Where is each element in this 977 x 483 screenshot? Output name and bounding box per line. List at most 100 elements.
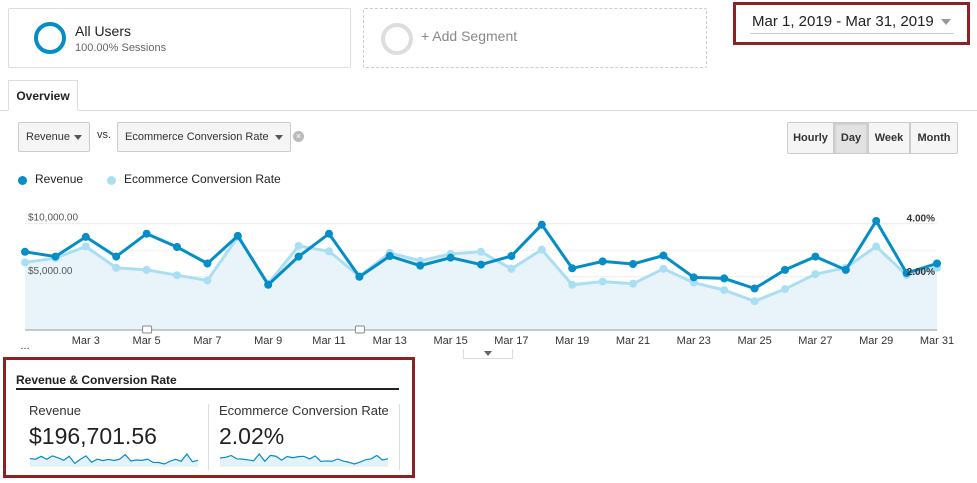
add-segment-button[interactable]: + Add Segment	[363, 8, 707, 68]
caret-down-icon	[941, 19, 951, 25]
conversion-point	[142, 265, 151, 274]
revenue-point	[446, 253, 455, 262]
conversion-point	[21, 258, 29, 267]
caret-down-icon	[484, 351, 492, 356]
revenue-point	[568, 264, 577, 273]
week-button[interactable]: Week	[868, 122, 910, 154]
legend-dot-conversion	[107, 176, 116, 185]
x-tick-label: ...	[20, 340, 29, 352]
revenue-point	[21, 247, 29, 256]
x-tick-label: Mar 23	[677, 335, 711, 347]
conversion-point	[750, 297, 759, 306]
y-left-tick-label: $10,000.00	[28, 213, 78, 224]
metric2-select[interactable]: Ecommerce Conversion Rate	[117, 122, 291, 152]
x-tick-label: Mar 3	[72, 335, 100, 347]
legend-revenue: Revenue	[35, 172, 84, 186]
metric1-select[interactable]: Revenue	[18, 122, 90, 152]
conversion-point	[203, 276, 212, 285]
revenue-point	[750, 284, 759, 293]
legend-conversion: Ecommerce Conversion Rate	[124, 172, 281, 186]
conversion-point	[781, 285, 789, 294]
revenue-point	[416, 261, 425, 270]
summary-highlight-box	[3, 357, 415, 478]
revenue-point	[203, 259, 212, 268]
conversion-point	[598, 277, 607, 286]
summary-revenue-label: Revenue	[29, 403, 82, 418]
conversion-point	[659, 264, 668, 273]
revenue-point	[537, 220, 546, 229]
metric2-label: Ecommerce Conversion Rate	[125, 131, 269, 143]
x-tick-label: Mar 27	[798, 335, 832, 347]
close-circle-icon[interactable]: ×	[293, 131, 304, 142]
conversion-point	[720, 286, 729, 295]
vs-label: vs.	[97, 129, 112, 141]
summary-divider	[208, 404, 209, 470]
caret-down-icon	[74, 135, 82, 140]
revenue-point	[659, 251, 668, 260]
x-tick-label: Mar 15	[433, 335, 467, 347]
revenue-point	[477, 260, 485, 269]
revenue-sparkline	[29, 452, 199, 467]
segment-all-users[interactable]: All Users 100.00% Sessions	[8, 8, 351, 68]
revenue-point	[781, 265, 789, 274]
hourly-button[interactable]: Hourly	[787, 122, 834, 154]
revenue-point	[173, 243, 181, 252]
x-tick-label: Mar 19	[555, 335, 589, 347]
date-range-picker[interactable]: Mar 1, 2019 - Mar 31, 2019	[733, 2, 970, 45]
revenue-point	[507, 252, 516, 261]
revenue-point	[233, 231, 242, 240]
date-range-text: Mar 1, 2019 - Mar 31, 2019	[752, 13, 934, 30]
conversion-point	[173, 271, 181, 280]
summary-right-border	[399, 404, 400, 470]
conversion-point	[477, 247, 485, 256]
revenue-point	[112, 252, 121, 261]
revenue-point	[264, 280, 273, 289]
revenue-point	[355, 272, 364, 281]
collapse-chart-toggle[interactable]	[463, 349, 513, 359]
segment-circle-icon	[34, 22, 66, 54]
conversion-sparkline	[219, 453, 389, 467]
annotation-marker-icon	[354, 325, 365, 334]
revenue-point	[629, 260, 637, 269]
x-tick-label: Mar 29	[859, 335, 893, 347]
x-tick-label: Mar 5	[133, 335, 161, 347]
tab-divider	[0, 110, 977, 111]
segment-subtitle: 100.00% Sessions	[75, 42, 167, 54]
day-button[interactable]: Day	[834, 122, 868, 154]
y-right-tick-label: 2.00%	[907, 267, 935, 278]
segment-name: All Users	[75, 23, 132, 39]
summary-conversion-value: 2.02%	[219, 423, 285, 449]
conversion-point	[568, 280, 577, 289]
tab-overview[interactable]: Overview	[8, 80, 78, 111]
x-tick-label: Mar 13	[373, 335, 407, 347]
conversion-point	[537, 245, 546, 254]
revenue-point	[811, 252, 820, 261]
revenue-point	[933, 259, 941, 268]
caret-down-icon	[275, 135, 283, 140]
revenue-point	[325, 229, 333, 238]
revenue-point	[81, 232, 90, 241]
conversion-point	[872, 242, 881, 251]
month-button[interactable]: Month	[910, 122, 958, 154]
sparkline-line	[219, 453, 389, 465]
summary-revenue-value: $196,701.56	[29, 423, 157, 449]
x-tick-label: Mar 31	[920, 335, 954, 347]
sparkline-line	[29, 452, 199, 465]
add-segment-label: + Add Segment	[421, 28, 518, 44]
y-left-tick-label: $5,000.00	[28, 266, 73, 277]
x-tick-label: Mar 25	[737, 335, 771, 347]
summary-conversion-label: Ecommerce Conversion Rate	[219, 403, 389, 418]
conversion-point	[294, 241, 303, 250]
annotation-marker-icon	[142, 325, 153, 334]
revenue-point	[872, 216, 881, 225]
conversion-point	[112, 263, 121, 272]
revenue-point	[902, 269, 911, 278]
revenue-point	[51, 252, 60, 261]
revenue-point	[294, 252, 303, 261]
date-underline	[750, 33, 954, 34]
revenue-point	[841, 265, 850, 274]
conversion-point	[629, 279, 637, 288]
summary-underline	[16, 388, 399, 390]
conversion-point	[811, 270, 820, 279]
sparkline-area	[220, 454, 388, 467]
